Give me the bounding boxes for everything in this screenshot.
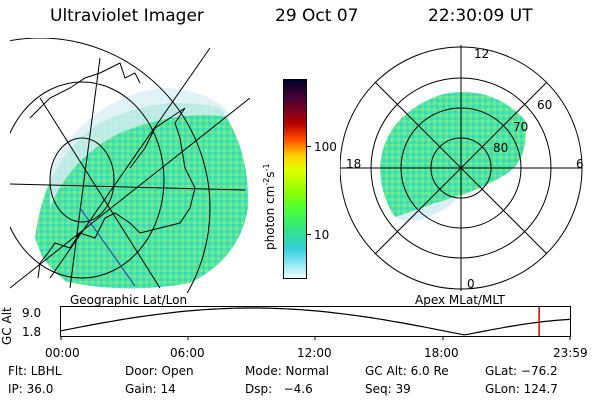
time-label: 22:30:09 UT <box>428 6 533 26</box>
altitude-tick-9: 9.0 <box>22 306 42 320</box>
time-tick-label: 06:00 <box>170 346 205 360</box>
altitude-tick-1.8: 1.8 <box>22 325 42 339</box>
time-tick-label: 12:00 <box>297 346 332 360</box>
faint-emission-region <box>50 88 235 208</box>
peninsula-coastline <box>29 62 141 119</box>
meridian-line <box>10 183 246 191</box>
altitude-plot-frame <box>60 306 571 337</box>
colorbar-tick <box>306 234 311 235</box>
gc-altitude-status: GC Alt: 6.0 Re <box>365 364 449 378</box>
latitude-circle-inner <box>49 137 115 223</box>
mlt-label-18: 18 <box>346 157 362 171</box>
colorbar-scale <box>283 79 307 279</box>
meridian-line <box>49 47 211 279</box>
mlt-line-diagonal <box>374 81 548 255</box>
meridian-line <box>10 97 251 289</box>
filter-status: Flt: LBHL <box>8 364 62 378</box>
time-tick-label: 23:59 <box>553 346 588 360</box>
geographic-map-panel <box>10 38 251 293</box>
mlt-label-0: 0 <box>467 277 475 291</box>
mlat-label-70: 70 <box>513 120 529 134</box>
latitude-circle-far <box>10 38 211 293</box>
terminator-line <box>79 207 136 287</box>
time-tick-label: 18:00 <box>424 346 459 360</box>
latitude-circle-outer <box>10 81 165 279</box>
mlat-label-60: 60 <box>537 98 553 112</box>
meridian-line <box>69 57 101 289</box>
colorbar-tick-label-100: 100 <box>314 140 337 154</box>
dsp-status: Dsp: −4.6 <box>245 382 313 396</box>
mlt-label-12: 12 <box>474 47 490 61</box>
sequence-status: Seq: 39 <box>365 382 411 396</box>
apex-polar-plot <box>340 45 583 291</box>
colorbar-unit-label: photon cm-2s-1 <box>262 163 277 250</box>
meridian-line <box>39 97 161 289</box>
altitude-time-plot <box>60 306 572 340</box>
mlt-label-6: 6 <box>576 157 584 171</box>
date-label: 29 Oct 07 <box>275 6 359 26</box>
altitude-curve <box>60 307 572 336</box>
geographic-caption: Geographic Lat/Lon <box>70 293 188 307</box>
mlat-label-80: 80 <box>493 141 509 155</box>
colorbar-tick <box>306 146 311 147</box>
glat-status: GLat: −76.2 <box>485 364 558 378</box>
altitude-axis-label: GC Alt <box>0 307 14 345</box>
gain-status: Gain: 14 <box>125 382 176 396</box>
glon-status: GLon: 124.7 <box>485 382 558 396</box>
time-tick-label: 00:00 <box>45 346 80 360</box>
mode-status: Mode: Normal <box>245 364 329 378</box>
aurora-emission-region <box>35 103 249 289</box>
colorbar-tick-label-10: 10 <box>314 228 330 242</box>
instrument-title: Ultraviolet Imager <box>50 6 204 26</box>
ip-status: IP: 36.0 <box>8 382 54 396</box>
door-status: Door: Open <box>125 364 194 378</box>
apex-caption: Apex MLat/MLT <box>415 293 505 307</box>
faint-emission-region <box>395 195 460 221</box>
